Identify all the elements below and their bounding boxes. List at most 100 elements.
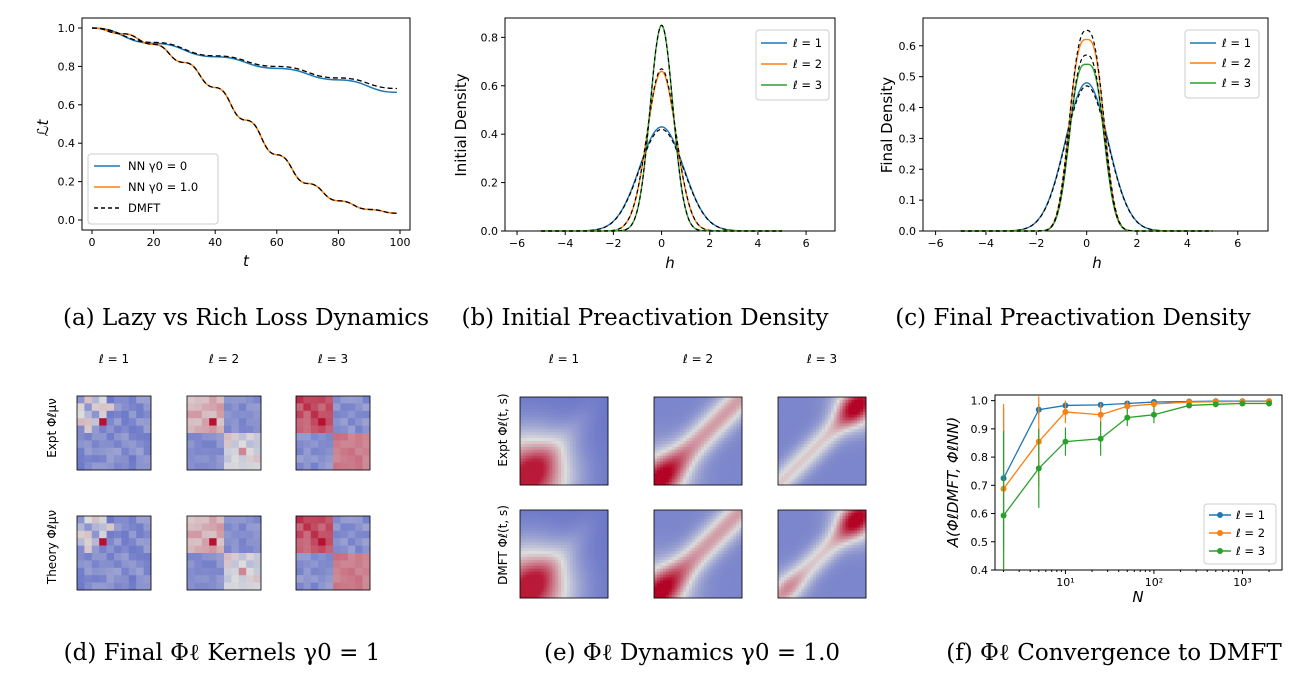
panel-a-ylabel: ℒt — [34, 119, 52, 137]
panel-e-heatmap-cell — [659, 423, 664, 427]
panel-e-heatmap-cell — [706, 411, 711, 415]
panel-e-heatmap-cell — [534, 556, 538, 561]
panel-e-heatmap-cell — [686, 411, 690, 415]
panel-e-heatmap-cell — [839, 408, 843, 413]
panel-e-heatmap-cell — [546, 461, 550, 465]
panel-e-heatmap-cell — [534, 592, 538, 596]
panel-e-heatmap-cell — [703, 432, 708, 436]
panel-e-heatmap-cell — [543, 551, 547, 555]
panel-e-heatmap-cell — [590, 441, 594, 445]
panel-e-heatmap-cell — [662, 408, 667, 413]
panel-e-heatmap-cell — [709, 417, 714, 421]
panel-e-heatmap-cell — [540, 551, 544, 555]
panel-e-heatmap-cell — [836, 470, 840, 474]
panel-e-heatmap-cell — [819, 452, 823, 457]
panel-e-heatmap-cell — [561, 476, 565, 480]
panel-e-heatmap-cell — [836, 449, 840, 454]
panel-e-heatmap-cell — [575, 583, 580, 587]
panel-e-heatmap-cell — [540, 441, 544, 445]
panel-e-heatmap-cell — [804, 443, 808, 448]
panel-e-heatmap-cell — [692, 559, 696, 564]
panel-d-heatmap-cell — [187, 447, 195, 456]
panel-e-heatmap-cell — [555, 521, 559, 526]
panel-e-heatmap-cell — [605, 461, 609, 465]
panel-d-heatmap-cell — [84, 403, 93, 412]
panel-e-heatmap-cell — [602, 482, 606, 486]
panel-e-heatmap-cell — [549, 414, 553, 418]
panel-e-heatmap-cell — [715, 551, 719, 555]
panel-e-heatmap-cell — [686, 464, 690, 468]
panel-e-heatmap-cell — [572, 423, 577, 427]
panel-d-heatmap-cell — [201, 410, 210, 419]
panel-e-heatmap-cell — [677, 510, 681, 514]
panel-e-heatmap-cell — [698, 452, 702, 457]
panel-e-heatmap-cell — [845, 420, 849, 424]
panel-d-heatmap-cell — [224, 433, 232, 441]
panel-d-heatmap-cell — [318, 433, 326, 441]
panel-e-heatmap-cell — [587, 441, 591, 445]
panel-e-heatmap-cell — [813, 473, 817, 477]
panel-e-heatmap-cell — [528, 455, 533, 459]
panel-e-heatmap-cell — [590, 515, 594, 520]
panel-e-heatmap-cell — [718, 559, 722, 564]
panel-e-heatmap-cell — [698, 432, 702, 436]
panel-e-heatmap-cell — [813, 399, 817, 404]
xtick-label: −4 — [978, 237, 994, 250]
panel-e-heatmap-cell — [668, 429, 672, 433]
panel-e-heatmap-cell — [807, 443, 811, 448]
panel-e-heatmap-cell — [715, 414, 719, 418]
panel-e-heatmap-cell — [540, 574, 544, 578]
panel-e-heatmap-cell — [590, 397, 594, 401]
panel-e-heatmap-cell — [569, 461, 574, 465]
panel-e-heatmap-cell — [680, 467, 684, 471]
panel-e-heatmap-cell — [703, 554, 708, 558]
panel-e-heatmap-cell — [558, 515, 562, 520]
panel-e-heatmap-cell — [724, 524, 728, 528]
panel-e-heatmap-cell — [833, 464, 838, 468]
panel-e-heatmap-cell — [836, 461, 840, 465]
panel-e-heatmap-cell — [572, 565, 577, 570]
panel-e-heatmap-cell — [839, 423, 843, 427]
panel-e-heatmap-cell — [689, 446, 693, 451]
panel-e-heatmap-cell — [692, 515, 696, 520]
panel-e-heatmap-cell — [596, 592, 600, 596]
panel-e-heatmap-cell — [778, 482, 782, 486]
panel-e-heatmap-cell — [783, 411, 788, 415]
panel-e-heatmap-cell — [801, 441, 805, 445]
panel-e-heatmap-cell — [549, 580, 553, 584]
panel-e-heatmap-cell — [848, 458, 852, 462]
panel-e-heatmap-cell — [715, 527, 719, 531]
panel-d-heatmap-cell — [238, 545, 247, 554]
panel-d-heatmap-cell — [340, 553, 349, 561]
panel-e-heatmap-cell — [575, 452, 580, 457]
panel-e-heatmap-cell — [546, 464, 550, 468]
panel-e-heatmap-cell — [680, 441, 684, 445]
panel-e-heatmap-cell — [798, 426, 802, 430]
panel-e-heatmap-cell — [596, 470, 600, 474]
panel-e-heatmap-cell — [543, 510, 547, 514]
panel-e-heatmap-cell — [531, 479, 536, 483]
panel-e-heatmap-cell — [727, 533, 731, 537]
panel-e-heatmap-cell — [854, 438, 858, 442]
panel-e-heatmap-cell — [712, 464, 716, 468]
panel-e-heatmap-cell — [715, 554, 719, 558]
panel-e-heatmap-cell — [733, 568, 737, 572]
panel-e-heatmap-cell — [561, 512, 565, 517]
panel-e-heatmap-cell — [654, 452, 658, 457]
panel-d-heatmap-cell — [136, 433, 144, 441]
panel-d-heatmap-cell — [99, 455, 107, 463]
panel-e-heatmap-cell — [778, 399, 782, 404]
panel-e-heatmap-cell — [724, 521, 728, 526]
panel-e-heatmap-cell — [654, 510, 658, 514]
panel-e-heatmap-cell — [860, 441, 864, 445]
panel-e-heatmap-cell — [798, 435, 802, 439]
panel-d-heatmap-cell — [201, 403, 210, 412]
panel-d-heatmap-cell — [209, 523, 217, 532]
panel-d-heatmap-cell — [99, 523, 107, 532]
legend-a-label-3: DMFT — [128, 201, 161, 215]
panel-e-heatmap-cell — [706, 467, 711, 471]
panel-e-heatmap-cell — [706, 524, 711, 528]
panel-e-heatmap-cell — [680, 539, 684, 543]
panel-e-heatmap-cell — [789, 399, 794, 404]
panel-e-heatmap-cell — [804, 429, 808, 433]
